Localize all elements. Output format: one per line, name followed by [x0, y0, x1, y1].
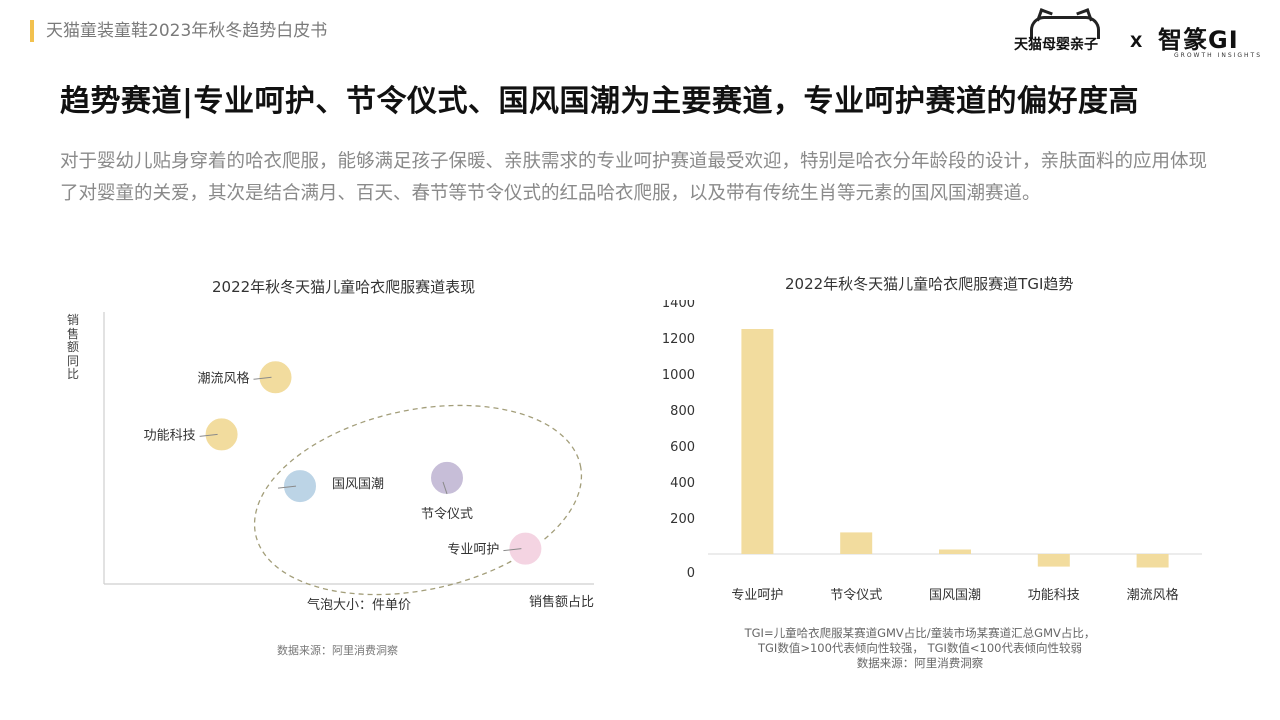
y-tick-label: 200 — [670, 512, 695, 527]
gi-brand-subtitle: GROWTH INSIGHTS — [1174, 52, 1263, 59]
tmall-cat-logo-icon — [1030, 16, 1100, 39]
report-title: 天猫童装童鞋2023年秋冬趋势白皮书 — [46, 21, 328, 41]
bar-4 — [1136, 554, 1169, 568]
brand-logos: 天猫母婴亲子 X 智篆GI GROWTH INSIGHTS — [1002, 8, 1263, 64]
gi-brand-logo: 智篆GI — [1158, 26, 1239, 54]
y-tick-label: 0 — [687, 566, 695, 581]
y-tick-label: 1200 — [662, 332, 695, 347]
bubble-1 — [203, 416, 240, 453]
y-tick-label: 800 — [670, 404, 695, 419]
bubble-chart-source: 数据来源：阿里消费洞察 — [277, 644, 398, 657]
bubble-2 — [282, 468, 318, 505]
x-tick-label: 节令仪式 — [830, 588, 882, 603]
bubble-leader-line — [503, 548, 522, 552]
x-tick-label: 专业呵护 — [731, 588, 783, 603]
tgi-bar-chart: 0 200 400 600 800 1000 1200 1400 专业呵护 节令仪式 国风国潮 功能… — [662, 300, 1202, 603]
y-tick-label: 600 — [670, 440, 695, 455]
y-tick-label: 400 — [670, 476, 695, 491]
bar-2 — [939, 549, 971, 554]
bubble-chart-title: 2022年秋冬天猫儿童哈衣爬服赛道表现 — [212, 278, 476, 296]
bubble-3 — [429, 459, 465, 496]
bubble-label: 专业呵护 — [447, 543, 499, 558]
bubble-chart-ylabel: 销售额同比 — [66, 313, 79, 381]
tmall-brand-text: 天猫母婴亲子 — [1014, 37, 1098, 53]
bubble-chart-xlabel: 销售额占比 — [529, 595, 595, 610]
tgi-definition-note: TGI=儿童哈衣爬服某赛道GMV占比/童装市场某赛道汇总GMV占比， TGI数值… — [700, 626, 1140, 671]
bubble-leader-line — [442, 481, 448, 495]
bubble-label: 节令仪式 — [421, 507, 473, 522]
bubble-leader-line — [199, 433, 218, 437]
brand-separator: X — [1130, 32, 1143, 51]
y-tick-label: 1400 — [662, 300, 695, 311]
page-description: 对于婴幼儿贴身穿着的哈衣爬服，能够满足孩子保暖、亲肤需求的专业呵护赛道最受欢迎，… — [60, 151, 1208, 204]
bar-1 — [840, 532, 873, 554]
focus-cluster-ellipse — [253, 404, 583, 596]
bubble-size-label: 气泡大小：件单价 — [307, 598, 412, 613]
x-tick-label: 功能科技 — [1028, 588, 1080, 603]
page-headline: 趋势赛道|专业呵护、节令仪式、国风国潮为主要赛道，专业呵护赛道的偏好度高 — [60, 84, 1139, 119]
bubble-label: 潮流风格 — [197, 370, 249, 386]
bubble-leader-line — [253, 376, 272, 380]
bubble-label: 功能科技 — [144, 428, 196, 443]
bubble-label: 国风国潮 — [332, 477, 384, 492]
x-tick-label: 潮流风格 — [1127, 587, 1179, 603]
tgi-chart-title: 2022年秋冬天猫儿童哈衣爬服赛道TGI趋势 — [785, 275, 1074, 293]
bubble-leader-line — [277, 485, 297, 489]
bubble-4 — [507, 530, 544, 567]
y-tick-label: 1000 — [662, 368, 695, 383]
bubble-0 — [257, 359, 294, 396]
bar-0 — [741, 329, 774, 554]
tgi-note-line: TGI数值>100代表倾向性较强， TGI数值<100代表倾向性较弱 — [758, 641, 1082, 655]
title-accent-bar — [30, 20, 34, 42]
tgi-chart-source: 数据来源：阿里消费洞察 — [856, 656, 984, 670]
x-tick-label: 国风国潮 — [929, 588, 981, 603]
bar-3 — [1037, 554, 1070, 567]
tgi-note-line: TGI=儿童哈衣爬服某赛道GMV占比/童装市场某赛道汇总GMV占比， — [744, 626, 1096, 640]
